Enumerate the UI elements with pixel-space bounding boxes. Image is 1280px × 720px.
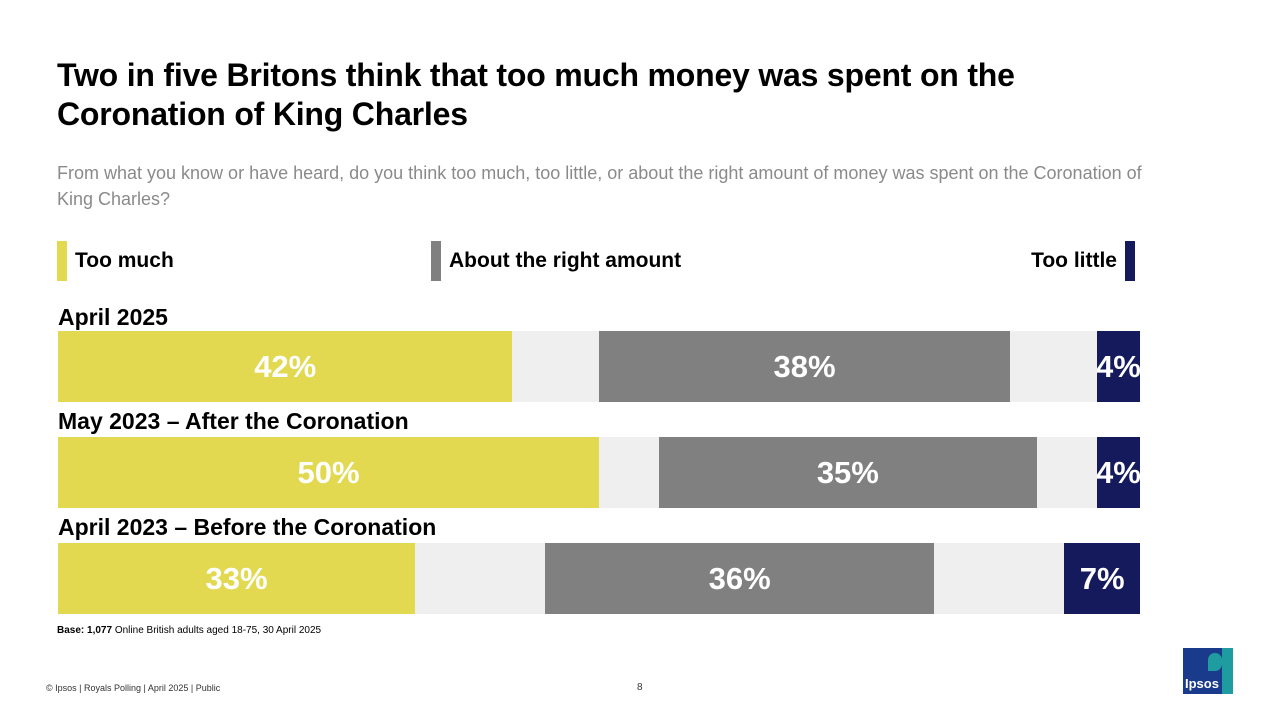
data-label: 33% bbox=[205, 560, 268, 596]
page-title: Two in five Britons think that too much … bbox=[57, 57, 1015, 132]
bar-row: 42% 38% 4% bbox=[58, 331, 1140, 402]
data-label: 4% bbox=[1096, 348, 1140, 384]
base-n: 1,077 bbox=[87, 625, 113, 636]
row-label: April 2025 bbox=[58, 304, 168, 330]
bar-segment-too-much: 50% bbox=[58, 437, 599, 508]
ipsos-logo: Ipsos bbox=[1183, 648, 1233, 694]
legend-too-little: Too little bbox=[1023, 241, 1135, 281]
legend-label-too-little: Too little bbox=[1031, 249, 1117, 272]
legend-label-too-much: Too much bbox=[75, 249, 174, 272]
question-text: From what you know or have heard, do you… bbox=[57, 163, 1142, 209]
base-label: Base: bbox=[57, 625, 85, 636]
legend-too-much: Too much bbox=[57, 241, 182, 281]
bar-row: 50% 35% 4% bbox=[58, 437, 1140, 508]
bar-segment-too-much: 42% bbox=[58, 331, 513, 402]
bar-track-gap bbox=[599, 437, 659, 508]
bar-segment-right-amount: 38% bbox=[599, 331, 1011, 402]
data-label: 36% bbox=[708, 560, 771, 596]
legend-swatch-too-little bbox=[1125, 241, 1135, 281]
footer-source: © Ipsos | Royals Polling | April 2025 | … bbox=[46, 683, 221, 693]
bar-segment-too-little: 4% bbox=[1096, 437, 1140, 508]
page-number: 8 bbox=[637, 682, 643, 693]
data-label: 42% bbox=[254, 348, 317, 384]
bar-row: 33% 36% 7% bbox=[58, 543, 1140, 614]
bar-track-gap bbox=[934, 543, 1065, 614]
bar-segment-too-little: 7% bbox=[1064, 543, 1140, 614]
bar-track-gap bbox=[512, 331, 599, 402]
data-label: 35% bbox=[816, 454, 879, 490]
logo-text: Ipsos bbox=[1185, 676, 1219, 691]
bar-segment-too-much: 33% bbox=[58, 543, 416, 614]
bar-track-gap bbox=[1037, 437, 1097, 508]
row-label: April 2023 – Before the Coronation bbox=[58, 514, 437, 540]
bar-segment-right-amount: 35% bbox=[658, 437, 1038, 508]
base-text: Online British adults aged 18-75, 30 Apr… bbox=[114, 625, 322, 636]
legend-right-amount: About the right amount bbox=[431, 241, 689, 281]
legend-swatch-too-much bbox=[57, 241, 67, 281]
data-label: 4% bbox=[1096, 454, 1140, 490]
bar-track-gap bbox=[1010, 331, 1097, 402]
bar-segment-right-amount: 36% bbox=[544, 543, 935, 614]
legend-swatch-right-amount bbox=[431, 241, 441, 281]
data-label: 7% bbox=[1079, 560, 1125, 596]
bar-segment-too-little: 4% bbox=[1096, 331, 1140, 402]
base-note: Base: 1,077 Online British adults aged 1… bbox=[57, 625, 321, 636]
row-label: May 2023 – After the Coronation bbox=[58, 408, 409, 434]
data-label: 38% bbox=[773, 348, 836, 384]
bar-track-gap bbox=[415, 543, 545, 614]
legend-label-right-amount: About the right amount bbox=[449, 249, 682, 272]
data-label: 50% bbox=[297, 454, 360, 490]
